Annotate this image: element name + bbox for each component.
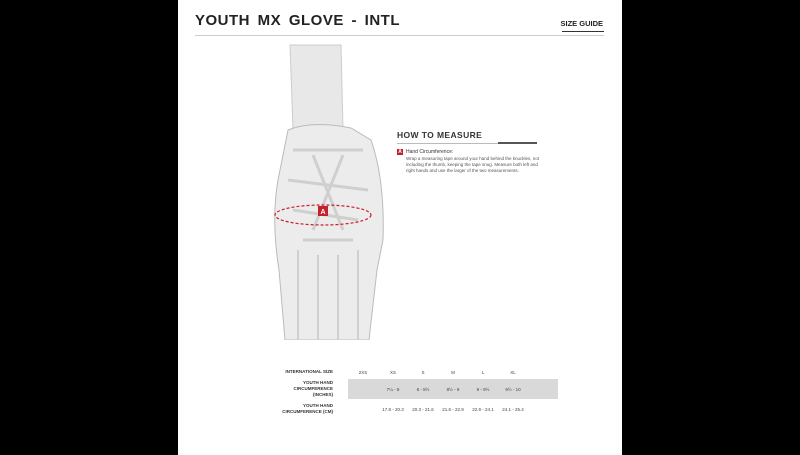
table-row: YOUTH HAND CIRCUMFERENCE (CM) 17.8 - 20.… — [273, 399, 558, 419]
table-cell: XL — [510, 369, 516, 375]
divider — [562, 31, 604, 32]
row-header: YOUTH HAND CIRCUMFERENCE (CM) — [282, 403, 333, 414]
table-cell: 17.8 - 20.3 — [382, 406, 404, 412]
divider-accent — [498, 142, 537, 144]
svg-text:A: A — [320, 209, 325, 216]
size-guide-page: YOUTH MX GLOVE - INTL SIZE GUIDE A HOW T… — [178, 0, 622, 455]
table-cell: 21.6 - 22.9 — [442, 406, 464, 412]
table-cell: 22.9 - 24.1 — [472, 406, 494, 412]
table-cell: 8½ - 9 — [438, 379, 468, 399]
table-row: INTERNATIONAL SIZE 2XS XS S M L XL — [273, 365, 558, 379]
table-cell: 9 - 9½ — [468, 379, 498, 399]
table-cell: S — [421, 369, 425, 375]
table-cell: M — [451, 369, 455, 375]
table-cell: XS — [389, 369, 396, 375]
table-cell: 8 - 8½ — [408, 379, 438, 399]
table-cell: 20.3 - 21.6 — [412, 406, 434, 412]
size-table: INTERNATIONAL SIZE 2XS XS S M L XL YOUTH… — [273, 365, 558, 419]
how-to-measure-heading: HOW TO MEASURE — [397, 130, 483, 140]
divider — [397, 143, 537, 144]
table-cell — [348, 399, 378, 419]
table-row: YOUTH HAND CIRCUMFERENCE (INCHES) 7¼ - 8… — [273, 379, 558, 399]
row-header: YOUTH HAND CIRCUMFERENCE (INCHES) — [293, 380, 333, 397]
page-title: YOUTH MX GLOVE - INTL — [195, 12, 400, 29]
size-guide-label: SIZE GUIDE — [560, 19, 603, 28]
table-cell: 2XS — [358, 369, 368, 375]
table-cell: 24.1 - 25.4 — [502, 406, 524, 412]
measure-marker: A — [397, 149, 403, 155]
measure-label: Hand Circumference: — [406, 149, 454, 155]
glove-illustration: A — [274, 44, 384, 340]
table-cell: L — [481, 369, 485, 375]
row-header: INTERNATIONAL SIZE — [285, 369, 333, 374]
table-cell — [348, 379, 378, 399]
divider — [195, 35, 604, 36]
measure-description: Wrap a measuring tape around your hand b… — [406, 156, 540, 173]
table-cell: 9½ - 10 — [498, 379, 528, 399]
table-cell: 7¼ - 8 — [378, 379, 408, 399]
